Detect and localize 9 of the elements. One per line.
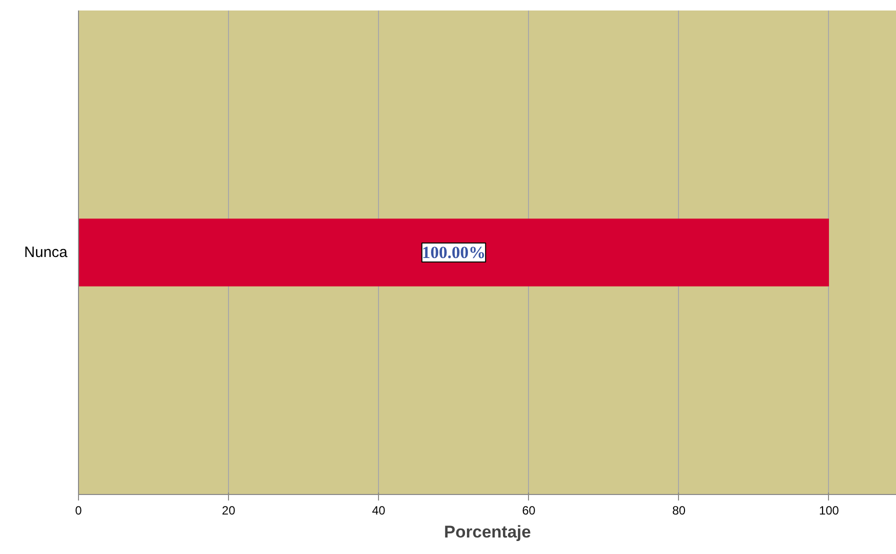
x-tick-label: 20 — [222, 504, 236, 518]
x-tick-label: 40 — [372, 504, 386, 518]
x-tick-label: 100 — [818, 504, 840, 518]
x-tick-label: 60 — [522, 504, 536, 518]
x-tick-label: 0 — [75, 504, 82, 518]
y-tick-label: Nunca — [24, 244, 68, 261]
x-axis-title: Porcentaje — [444, 522, 531, 542]
x-tick-label: 80 — [672, 504, 686, 518]
data-label: 100.00% — [422, 243, 486, 262]
